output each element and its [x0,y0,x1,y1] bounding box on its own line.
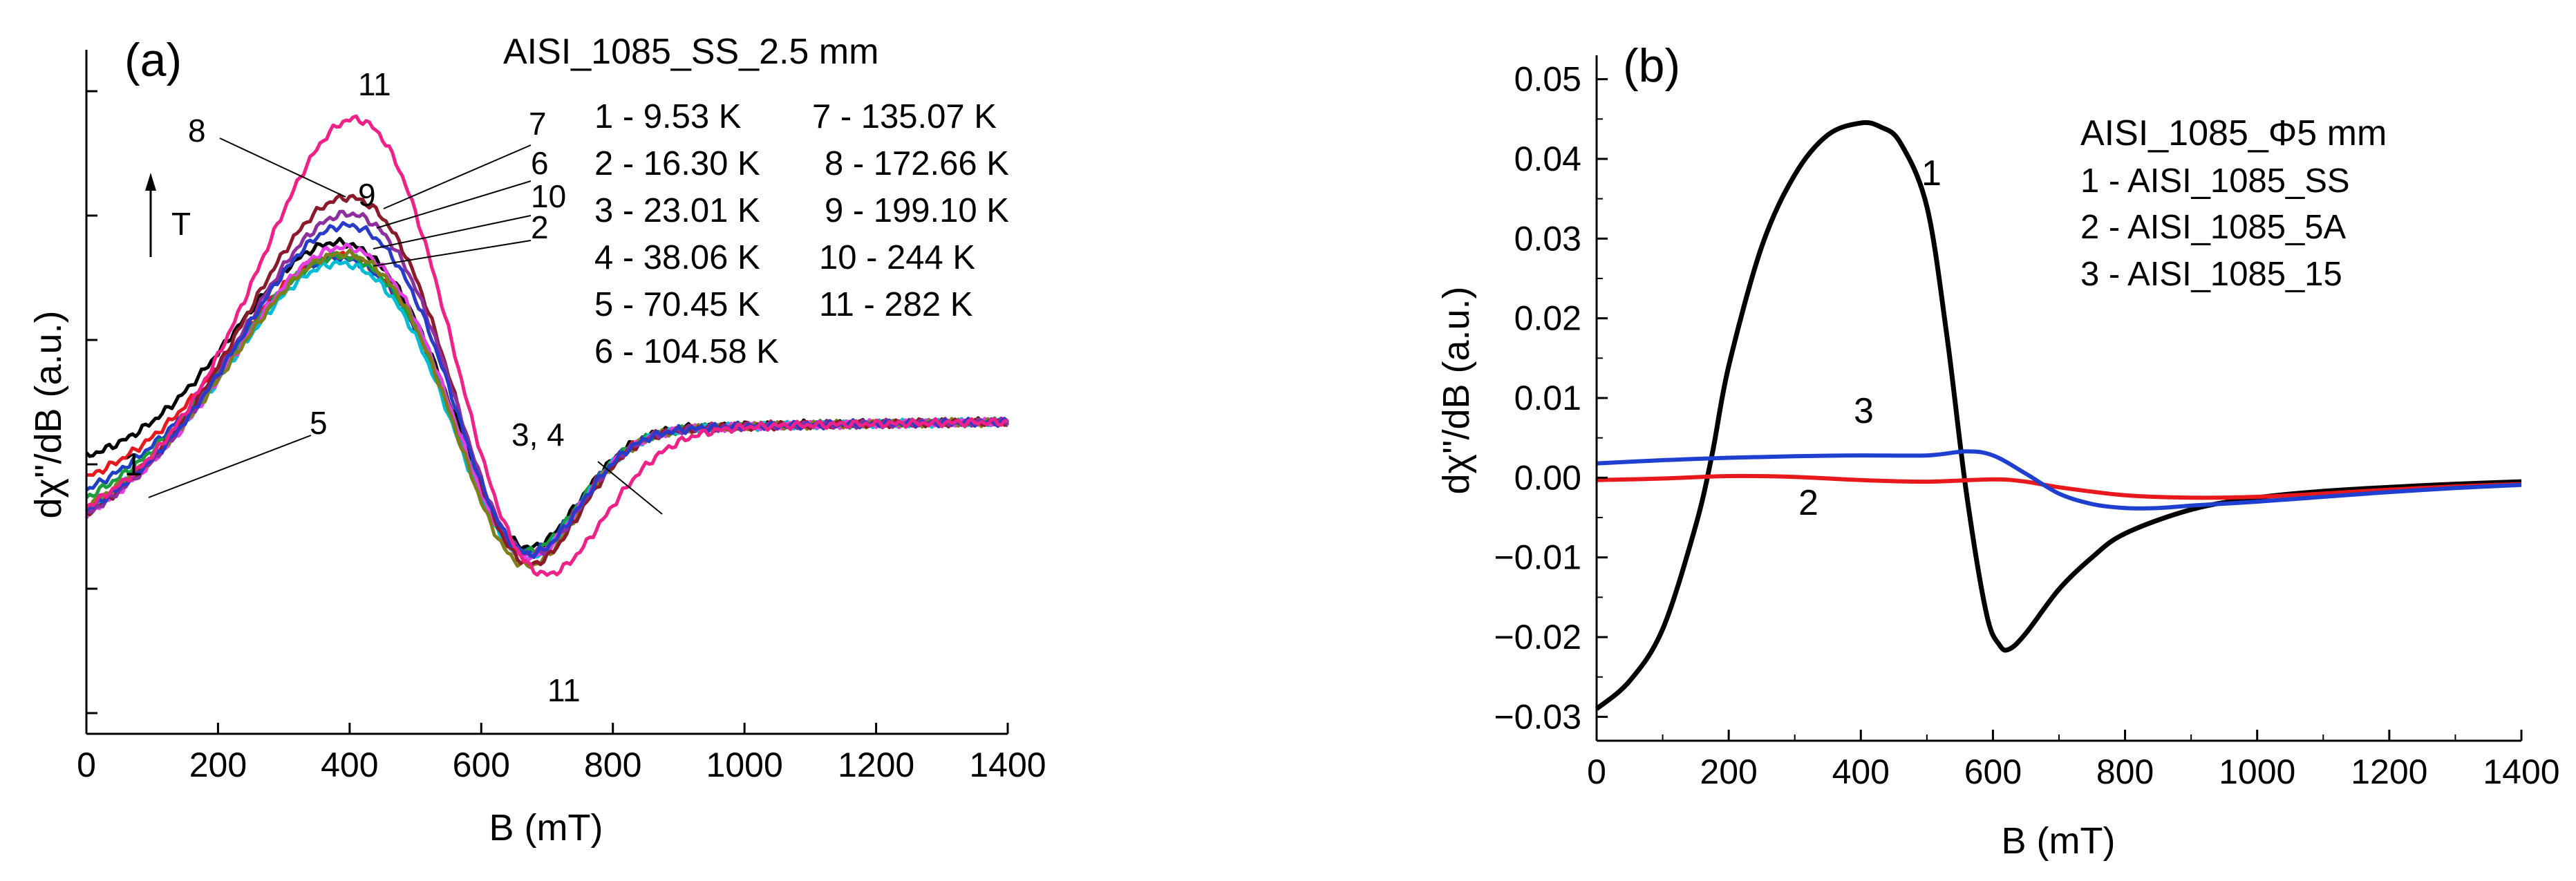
legend-entry: 4 - 38.06 K [594,239,760,276]
panel-b-y-ticks: −0.03 −0.02 −0.01 0.00 0.01 0.02 0.03 0.04 0.05 [1494,60,1608,736]
curve-label: 7 [529,106,547,142]
legend-entry: 2 - AISI_1085_5A [2080,209,2346,246]
panel-b-label: (b) [1623,39,1680,92]
curve-label: 11 [547,672,581,708]
panel-a-sample-title: AISI_1085_SS_2.5 mm [503,32,878,72]
panel-b-x-ticks: 0 200 400 600 800 1000 1200 1400 [1587,730,2560,791]
series-line-11 [85,114,1008,577]
x-tick-label: 0 [1587,752,1606,791]
legend-entry: 5 - 70.45 K [594,286,760,323]
curve-label: 11 [358,66,391,102]
y-tick-label: −0.02 [1494,618,1581,656]
x-tick-label: 1000 [2219,752,2295,791]
y-tick-label: 0.00 [1514,458,1581,497]
leader-line [383,144,532,209]
panel-a: (a) AISI_1085_SS_2.5 mm 0 200 400 600 800 100… [28,32,1046,849]
x-tick-label: 400 [1832,752,1890,791]
panel-a-y-axis-title: dχ''/dB (a.u.) [28,310,69,518]
curve-label: 5 [310,405,328,441]
legend-entry: 3 - 23.01 K [594,192,760,229]
curve-label: 10 [531,178,566,214]
curve-label: 1 [1921,153,1942,193]
legend-entry: 2 - 16.30 K [594,145,760,182]
x-tick-label: 1200 [2351,752,2427,791]
legend-entry: 9 - 199.10 K [825,192,1009,229]
leader-line [148,435,312,498]
x-tick-label: 1400 [2483,752,2559,791]
leader-line [219,138,346,198]
leader-line [373,240,532,267]
panel-a-y-ticks [86,90,97,714]
leader-line [373,215,532,249]
series-line-3 [1596,449,2522,511]
panel-b-y-axis-title: dχ''/dB (a.u.) [1436,286,1477,494]
curve-label: 3 [1854,391,1874,431]
curve-label: 2 [531,209,549,245]
curve-label: 1 [124,446,142,482]
x-tick-label: 600 [453,746,510,784]
panel-a-series [84,114,1010,577]
temperature-arrow-label: T [171,206,191,242]
legend-entry: 6 - 104.58 K [594,333,779,370]
panel-b-sample-title: AISI_1085_Φ5 mm [2080,113,2387,153]
y-tick-label: 0.02 [1514,299,1581,338]
leader-line [597,461,663,515]
y-tick-label: 0.01 [1514,379,1581,417]
y-tick-label: 0.03 [1514,219,1581,258]
x-tick-label: 200 [1700,752,1757,791]
arrow-head-icon [145,173,156,191]
x-tick-label: 1400 [969,746,1046,784]
x-tick-label: 0 [77,746,96,784]
series-line-1 [1595,120,2522,711]
y-tick-label: −0.01 [1494,538,1581,577]
legend-entry: 1 - 9.53 K [594,98,742,135]
x-tick-label: 600 [1964,752,2022,791]
panel-b-legend: 1 - AISI_1085_SS 2 - AISI_1085_5A 3 - AI… [2080,162,2350,293]
panel-b: (b) AISI_1085_Φ5 mm 0 200 400 600 800 1000 120… [1436,39,2560,862]
leader-line [376,180,532,229]
curve-label: 3, 4 [511,417,565,453]
panel-a-x-axis-title: B (mT) [489,807,603,849]
legend-entry: 7 - 135.07 K [812,98,997,135]
x-tick-label: 800 [2096,752,2154,791]
y-tick-label: −0.03 [1494,697,1581,736]
curve-label: 6 [531,145,549,181]
x-tick-label: 800 [584,746,641,784]
legend-entry: 3 - AISI_1085_15 [2080,256,2342,293]
x-tick-label: 400 [321,746,378,784]
panel-a-legend: 1 - 9.53 K 2 - 16.30 K 3 - 23.01 K 4 - 3… [594,98,1009,370]
panel-a-label: (a) [124,34,182,86]
curve-label: 9 [358,177,376,213]
x-tick-label: 200 [189,746,247,784]
legend-entry: 10 - 244 K [819,239,975,276]
y-tick-label: 0.04 [1514,140,1581,178]
curve-label: 8 [188,113,206,149]
panel-b-x-axis-title: B (mT) [2002,820,2116,862]
x-tick-label: 1200 [838,746,914,784]
x-tick-label: 1000 [706,746,783,784]
curve-label: 2 [1798,483,1818,523]
panel-a-x-ticks: 0 200 400 600 800 1000 1200 1400 [77,723,1046,784]
series-line-1 [85,236,1009,551]
legend-entry: 8 - 172.66 K [825,145,1009,182]
y-tick-label: 0.05 [1514,60,1581,99]
legend-entry: 1 - AISI_1085_SS [2080,162,2350,200]
legend-entry: 11 - 282 K [819,286,973,323]
panel-b-series [1595,120,2522,711]
